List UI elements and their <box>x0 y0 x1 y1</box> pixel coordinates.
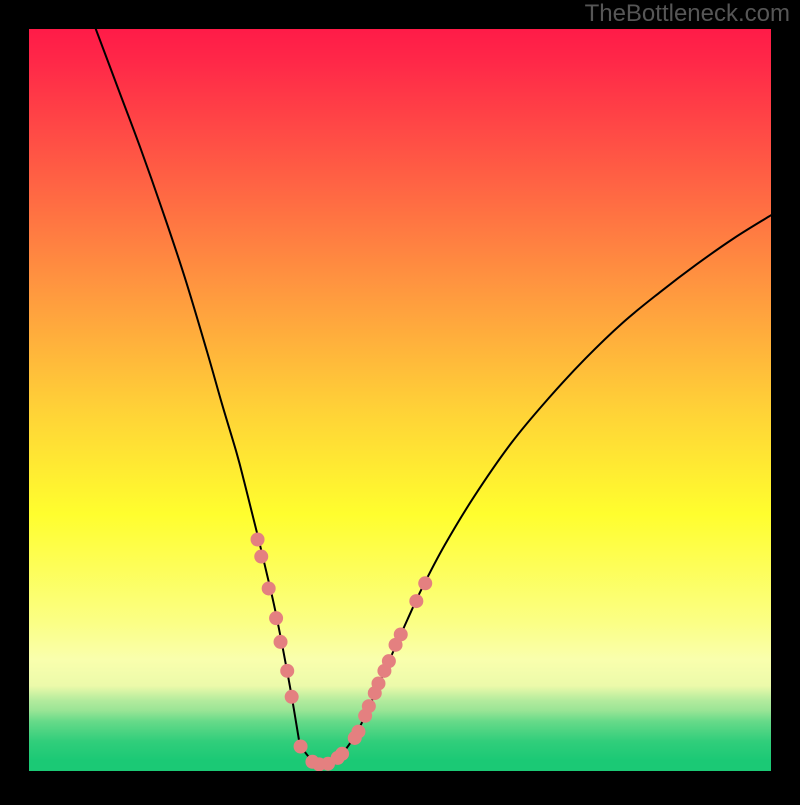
marker-22 <box>394 627 408 641</box>
marker-24 <box>418 576 432 590</box>
marker-2 <box>262 581 276 595</box>
marker-5 <box>280 664 294 678</box>
marker-4 <box>274 635 288 649</box>
marker-6 <box>285 690 299 704</box>
marker-16 <box>362 699 376 713</box>
marker-1 <box>254 550 268 564</box>
watermark-text: TheBottleneck.com <box>585 0 790 28</box>
marker-20 <box>382 654 396 668</box>
plot-background <box>29 29 771 771</box>
marker-3 <box>269 611 283 625</box>
marker-12 <box>335 747 349 761</box>
chart-frame: TheBottleneck.com <box>0 0 800 800</box>
marker-14 <box>351 725 365 739</box>
marker-23 <box>409 594 423 608</box>
marker-18 <box>371 676 385 690</box>
bottleneck-chart <box>0 0 800 800</box>
marker-0 <box>251 533 265 547</box>
marker-7 <box>294 740 308 754</box>
